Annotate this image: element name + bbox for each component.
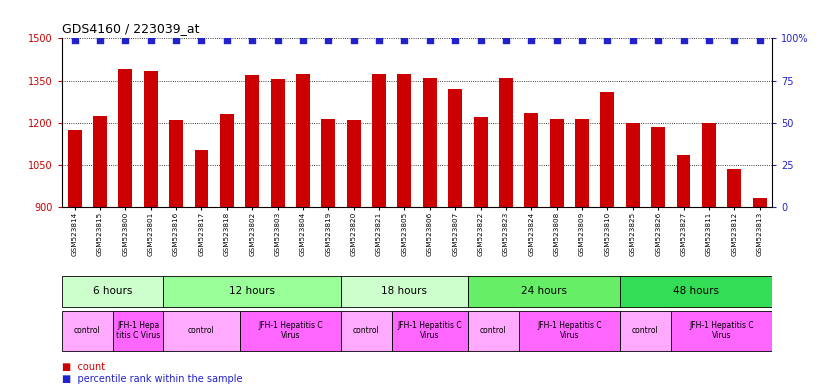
Bar <box>144 71 158 207</box>
Text: 18 hours: 18 hours <box>382 286 427 296</box>
Text: control: control <box>632 326 659 335</box>
Point <box>93 37 107 43</box>
Text: JFH-1 Hepatitis C
Virus: JFH-1 Hepatitis C Virus <box>258 321 323 340</box>
Point <box>676 37 690 43</box>
Point <box>601 37 614 43</box>
Point <box>297 37 310 43</box>
Bar <box>620 276 772 307</box>
Point <box>499 37 512 43</box>
Point <box>728 37 741 43</box>
Text: JFH-1 Hepatitis C
Virus: JFH-1 Hepatitis C Virus <box>537 321 601 340</box>
Point <box>398 37 411 43</box>
Bar <box>347 120 361 207</box>
Point <box>702 37 715 43</box>
Point <box>347 37 360 43</box>
Bar <box>620 311 671 351</box>
Bar <box>473 117 487 207</box>
Bar <box>549 119 563 207</box>
Point <box>195 37 208 43</box>
Text: control: control <box>74 326 101 335</box>
Text: 12 hours: 12 hours <box>230 286 275 296</box>
Point <box>373 37 386 43</box>
Text: 6 hours: 6 hours <box>93 286 132 296</box>
Bar <box>93 116 107 207</box>
Text: JFH-1 Hepatitis C
Virus: JFH-1 Hepatitis C Virus <box>689 321 754 340</box>
Bar <box>575 119 589 207</box>
Bar <box>519 311 620 351</box>
Bar <box>164 276 341 307</box>
Bar <box>499 78 513 207</box>
Point <box>221 37 234 43</box>
Point <box>753 37 767 43</box>
Text: GDS4160 / 223039_at: GDS4160 / 223039_at <box>62 22 199 35</box>
Bar <box>468 276 620 307</box>
Point <box>169 37 183 43</box>
Point <box>271 37 284 43</box>
Bar <box>62 311 112 351</box>
Bar <box>62 276 164 307</box>
Text: ■  count: ■ count <box>62 362 105 372</box>
Point <box>449 37 462 43</box>
Bar <box>702 123 716 207</box>
Bar <box>341 311 392 351</box>
Bar <box>676 155 691 207</box>
Point <box>576 37 589 43</box>
Bar <box>220 114 234 207</box>
Bar <box>392 311 468 351</box>
Bar <box>727 169 741 207</box>
Point <box>525 37 538 43</box>
Bar <box>423 78 437 207</box>
Point <box>626 37 639 43</box>
Bar <box>271 79 285 207</box>
Text: ■  percentile rank within the sample: ■ percentile rank within the sample <box>62 374 243 384</box>
Text: 48 hours: 48 hours <box>673 286 719 296</box>
Text: JFH-1 Hepa
titis C Virus: JFH-1 Hepa titis C Virus <box>116 321 160 340</box>
Bar <box>245 75 259 207</box>
Bar <box>164 311 240 351</box>
Bar <box>169 120 183 207</box>
Bar <box>321 119 335 207</box>
Bar <box>752 197 767 207</box>
Point <box>652 37 665 43</box>
Point <box>68 37 81 43</box>
Bar <box>118 70 132 207</box>
Bar <box>626 123 640 207</box>
Bar <box>341 276 468 307</box>
Point <box>474 37 487 43</box>
Point <box>245 37 259 43</box>
Bar <box>240 311 341 351</box>
Bar <box>68 130 82 207</box>
Bar <box>601 92 615 207</box>
Bar <box>372 74 386 207</box>
Bar <box>525 113 539 207</box>
Bar <box>671 311 772 351</box>
Bar <box>112 311 164 351</box>
Point <box>322 37 335 43</box>
Text: control: control <box>480 326 506 335</box>
Text: control: control <box>353 326 380 335</box>
Point <box>423 37 436 43</box>
Text: 24 hours: 24 hours <box>521 286 567 296</box>
Point <box>550 37 563 43</box>
Text: control: control <box>188 326 215 335</box>
Bar <box>194 150 208 207</box>
Bar <box>296 74 310 207</box>
Bar <box>449 89 463 207</box>
Point <box>144 37 157 43</box>
Bar <box>468 311 519 351</box>
Point <box>119 37 132 43</box>
Text: JFH-1 Hepatitis C
Virus: JFH-1 Hepatitis C Virus <box>397 321 462 340</box>
Bar <box>651 127 665 207</box>
Bar <box>397 74 411 207</box>
